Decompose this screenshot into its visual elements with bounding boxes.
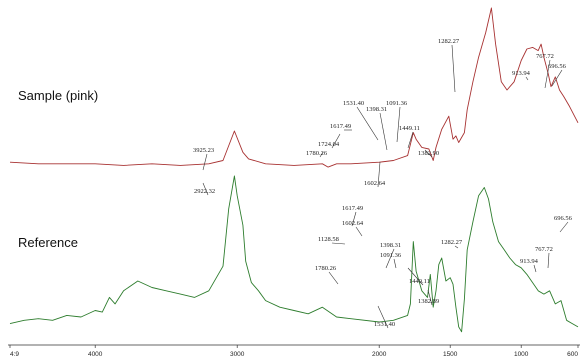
peak-label: 1282.27: [441, 239, 463, 246]
peak-leader-line: [525, 76, 529, 81]
peak-label: 1382.89: [418, 298, 439, 305]
peak-annotations-reference: 2922.32 1617.49 1602.64 1398.31 1091.36 1128.…: [194, 182, 573, 329]
peak-leader-line: [559, 221, 569, 233]
peak-leader-line: [351, 211, 357, 227]
peak-leader-line: [202, 153, 208, 171]
peak-label: 1724.04: [318, 141, 340, 148]
peak-leader-line: [451, 44, 456, 93]
peak-leader-line: [407, 267, 424, 286]
series-line-reference: [9, 175, 579, 333]
peak-label: 1602.64: [342, 220, 364, 227]
peak-leader-line: [454, 245, 459, 249]
peak-label: 1449.11: [409, 278, 430, 285]
peak-leader-line: [427, 289, 433, 306]
series-label-sample: Sample (pink): [18, 88, 98, 103]
peak-label: 1617.49: [330, 123, 351, 130]
peak-leader-line: [379, 112, 388, 151]
peak-leader-line: [319, 151, 324, 158]
peak-leader-line: [393, 258, 397, 269]
peak-label: 1449.11: [399, 125, 420, 132]
peak-label: 1091.36: [386, 100, 408, 107]
x-tick-label: 2000: [372, 351, 387, 358]
peak-label: 1282.27: [438, 38, 460, 45]
peak-label: 1780.26: [306, 150, 328, 157]
x-tick-label: 600: [567, 351, 578, 358]
peak-leader-line: [202, 182, 209, 196]
peak-label: 1398.31: [366, 106, 387, 113]
peak-label: 2922.32: [194, 188, 215, 195]
peak-leader-line: [328, 271, 339, 285]
x-tick-label: 3000: [230, 351, 245, 358]
peak-annotations-sample: 3925.23 1780.26 1724.04 1617.49 1531.401398.…: [193, 38, 567, 188]
peak-leader-line: [377, 305, 389, 329]
peak-leader-line: [544, 59, 551, 89]
x-tick-label: 1500: [443, 351, 458, 358]
peak-leader-line: [424, 149, 433, 158]
peak-label: 1602.64: [364, 180, 386, 187]
peak-label: 1091.36: [380, 252, 402, 259]
peak-leader-line: [331, 242, 346, 245]
peak-leader-line: [355, 226, 363, 237]
peak-leader-line: [551, 69, 563, 87]
series-line-sample: [9, 7, 579, 168]
peak-label: 3925.23: [193, 147, 214, 154]
peak-leader-line: [396, 106, 401, 143]
peak-leader-line: [385, 248, 395, 269]
peak-label: 1531.40: [343, 100, 364, 107]
peak-label: 696.56: [554, 215, 573, 222]
peak-label: 767.72: [536, 53, 554, 60]
peak-leader-line: [331, 133, 341, 149]
x-tick-label: 4000: [88, 351, 103, 358]
peak-leader-line: [356, 106, 379, 141]
peak-label: 913.94: [512, 70, 531, 77]
x-axis-ticks: 4:9 4000 3000 2000 1500 1000 600: [9, 345, 578, 358]
peak-label: 767.72: [535, 246, 553, 253]
peak-label: 1617.49: [342, 205, 363, 212]
peak-leader-line: [407, 131, 414, 149]
peak-label: 913.94: [520, 258, 539, 265]
peak-leader-line: [547, 252, 550, 269]
peak-label: 1531.40: [374, 321, 395, 328]
peak-label: 1398.31: [380, 242, 401, 249]
peak-leader-line: [377, 161, 381, 188]
peak-label: 1382.90: [418, 150, 439, 157]
series-label-reference: Reference: [18, 235, 78, 250]
peak-leader-line: [533, 264, 537, 273]
peak-label: 1128.58: [318, 236, 339, 243]
x-tick-label: 4:9: [10, 351, 19, 358]
peak-label: 1780.26: [315, 265, 337, 272]
peak-label: 696.56: [548, 63, 567, 70]
plot-area: [9, 7, 579, 333]
x-tick-label: 1000: [514, 351, 529, 358]
